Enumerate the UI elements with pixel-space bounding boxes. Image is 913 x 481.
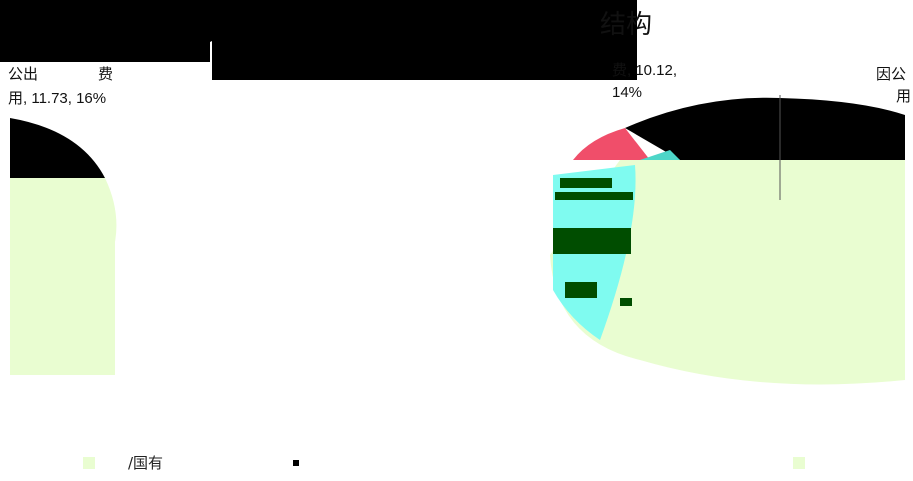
legend-square (83, 457, 95, 469)
right-slice-label: 费, 10.12, (612, 62, 678, 79)
right-edge-label: 因公 (876, 66, 907, 83)
legend-text: /国有 (128, 454, 164, 472)
legend-square (293, 460, 299, 466)
redaction-blob (50, 0, 230, 55)
right-pie-slice-teal (640, 150, 680, 160)
left-slice-value-label: 用, 11.73, 16% (8, 90, 107, 107)
left-slice-label-part2: 费 (98, 66, 114, 83)
left-pie-slice-light (10, 178, 117, 300)
stripe (620, 298, 632, 306)
right-pie-slice-black (625, 97, 905, 160)
right-pie-light-base (550, 160, 905, 385)
right-pie (550, 95, 905, 385)
stripe (565, 282, 597, 298)
left-pie-slice-dark (10, 118, 105, 178)
right-edge-value-label: 用 (896, 88, 912, 105)
stripe (553, 228, 631, 254)
legend-square (793, 457, 805, 469)
right-slice-value-label: 14% (612, 84, 643, 101)
right-pie-slice-pink (573, 128, 650, 160)
stripe (555, 192, 633, 200)
chart-title: 结构 (600, 10, 653, 40)
left-slice-label-part1: 公出 (8, 66, 39, 83)
left-pie (10, 118, 117, 375)
redaction-block (212, 0, 637, 80)
stripe (560, 178, 612, 188)
